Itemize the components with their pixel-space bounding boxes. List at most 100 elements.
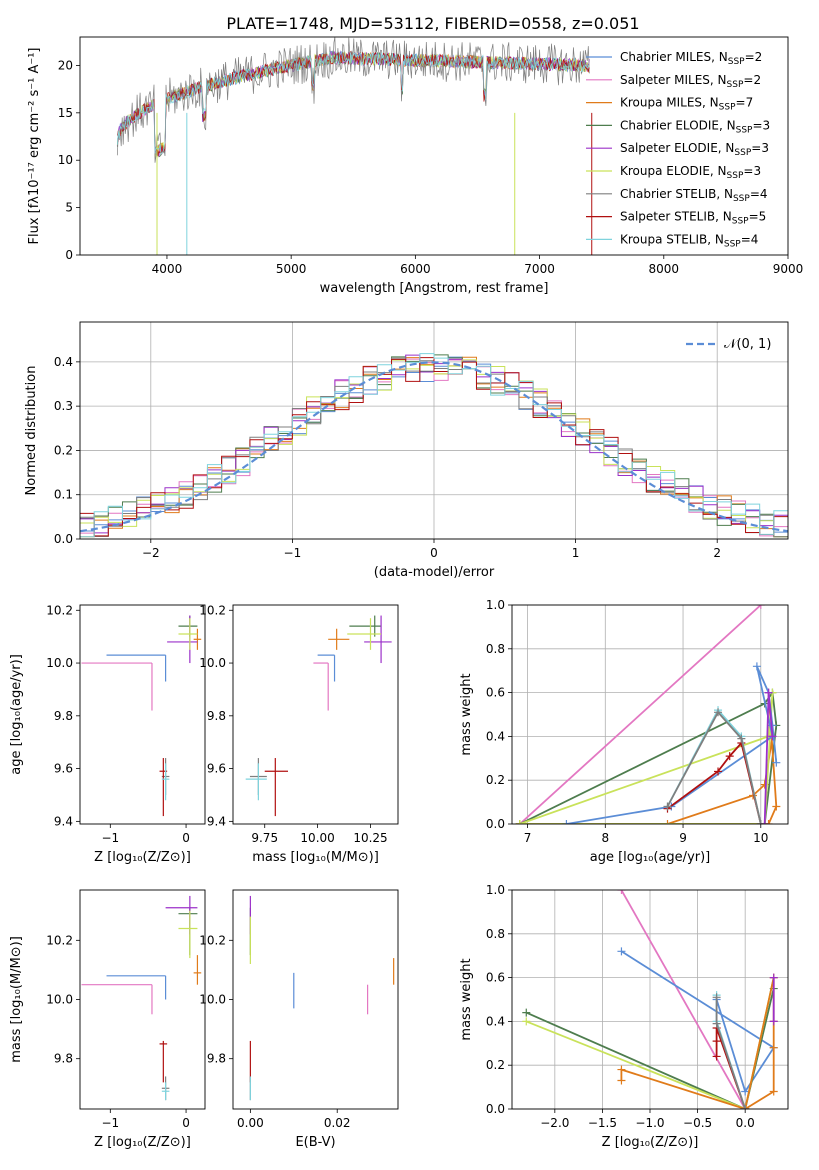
y-tick-label: 0.4 — [54, 355, 73, 369]
x-tick-label: 10.25 — [353, 831, 387, 845]
x-axis-label: mass [log₁₀(M/M⊙)] — [252, 850, 379, 865]
axes-frame — [79, 321, 789, 540]
y-axis-label: mass weight — [459, 958, 474, 1040]
legend-nssp-value: =4 — [741, 232, 759, 246]
marker-chabrier_miles — [741, 1087, 750, 1096]
y-tick-label: 0.2 — [486, 773, 505, 787]
legend-nssp-value: =7 — [736, 96, 754, 110]
y-tick-label: 10.0 — [199, 993, 226, 1007]
legend-entry-kroupa_elodie: Kroupa ELODIE, NSSP=3 — [620, 164, 761, 181]
axes-frame — [232, 604, 399, 825]
axes-frame — [232, 889, 399, 1110]
marker-chabrier_miles — [752, 662, 761, 671]
legend-nssp-value: =3 — [751, 141, 769, 155]
plot-area — [515, 605, 781, 824]
x-tick-label: 9 — [679, 831, 687, 845]
weight-line-chabrier_miles — [620, 950, 775, 1094]
x-tick-label: −2 — [142, 546, 160, 560]
y-axis-label: age [log₁₀(age/yr)] — [9, 654, 24, 775]
legend-nssp-value: =3 — [743, 164, 761, 178]
legend-entry-salpeter_miles: Salpeter MILES, NSSP=2 — [620, 73, 761, 90]
y-axis-label: mass [log₁₀(M/M⊙)] — [9, 936, 24, 1063]
y-tick-label: 9.4 — [54, 814, 73, 828]
plot-area — [249, 895, 395, 1101]
marker-chabrier_stelib — [714, 708, 723, 717]
axes-frame — [79, 889, 206, 1110]
marker-chabrier_stelib — [756, 820, 765, 824]
x-tick-label: 7000 — [524, 262, 555, 276]
x-axis-label: Z [log₁₀(Z/Z⊙)] — [602, 1135, 699, 1150]
panel-mass_weight_vs_Z: −2.0 −1.5 −1.0 −0.5 0.0 0.0 0.2 0.4 0.6 0.8 1.0 Z [… — [459, 883, 789, 1150]
y-tick-label: 1.0 — [486, 883, 505, 897]
marker-chabrier_stelib — [737, 734, 746, 743]
x-tick-label: −1 — [101, 831, 119, 845]
legend-subscript: SSP — [734, 148, 751, 158]
plot-area — [81, 895, 202, 1101]
legend-entry-chabrier_miles: Chabrier MILES, NSSP=2 — [620, 50, 762, 67]
y-tick-label: 0.4 — [486, 1014, 505, 1028]
y-axis-label: mass weight — [459, 673, 474, 755]
y-tick-label: 9.8 — [54, 1052, 73, 1066]
y-tick-label: 9.8 — [207, 709, 226, 723]
x-axis-label: wavelength [Angstrom, rest frame] — [320, 281, 549, 296]
legend-subscript: SSP — [736, 125, 753, 135]
x-axis-label: E(B-V) — [295, 1135, 335, 1150]
x-tick-label: 1 — [572, 546, 580, 560]
marker-chabrier_stelib — [663, 802, 672, 811]
y-tick-label: 0.0 — [54, 532, 73, 546]
marker-salpeter_elodie — [768, 732, 777, 741]
x-tick-label: 9000 — [773, 262, 804, 276]
axes-frame — [79, 604, 206, 825]
x-tick-label: 0.00 — [237, 1116, 264, 1130]
x-axis-label: age [log₁₀(age/yr)] — [590, 850, 711, 865]
y-tick-label: 0.8 — [486, 927, 505, 941]
x-axis-label: Z [log₁₀(Z/Z⊙)] — [94, 850, 191, 865]
x-axis-label: Z [log₁₀(Z/Z⊙)] — [94, 1135, 191, 1150]
panel-mass_vs_Z: −1 0 9.8 10.0 10.2 Z [log₁₀(Z/Z⊙)] mass [log₁₀… — [9, 889, 206, 1150]
y-tick-label: 20 — [58, 58, 73, 72]
x-tick-label: 0 — [430, 546, 438, 560]
marker-salpeter_miles — [756, 605, 765, 609]
plot-area — [245, 615, 392, 817]
x-tick-label: 4000 — [152, 262, 183, 276]
marker-salpeter_stelib — [712, 1037, 721, 1046]
series-line-salpeter_miles — [117, 51, 590, 155]
axes-frame — [511, 889, 789, 1110]
panel-mass_vs_ebv: 0.00 0.02 9.8 10.0 10.2 E(B-V) — [199, 889, 399, 1150]
legend-subscript: SSP — [732, 217, 749, 227]
weight-line-salpeter_miles — [519, 605, 762, 824]
x-tick-label: −1 — [284, 546, 302, 560]
y-tick-label: 0.6 — [486, 971, 505, 985]
marker-kroupa_miles — [617, 1076, 626, 1085]
legend-entry-kroupa_miles: Kroupa MILES, NSSP=7 — [620, 96, 753, 113]
x-tick-label: 5000 — [276, 262, 307, 276]
marker-salpeter_elodie — [760, 820, 769, 824]
x-tick-label: 10 — [753, 831, 768, 845]
marker-kroupa_elodie — [515, 820, 524, 824]
x-tick-label: −1.5 — [588, 1116, 617, 1130]
x-tick-label: −1 — [101, 1116, 119, 1130]
marker-salpeter_miles — [617, 890, 626, 894]
weight-line-chabrier_elodie — [525, 988, 775, 1109]
legend-entry-salpeter_elodie: Salpeter ELODIE, NSSP=3 — [620, 141, 769, 158]
y-tick-label: 0.4 — [486, 729, 505, 743]
legend-nssp-value: =3 — [752, 118, 770, 132]
x-tick-label: −0.5 — [683, 1116, 712, 1130]
legend-entry-gaussian: 𝒩(0, 1) — [724, 337, 771, 352]
marker-chabrier_miles — [617, 947, 626, 956]
x-tick-label: 10.00 — [300, 831, 334, 845]
y-tick-label: 10.2 — [46, 933, 73, 947]
y-tick-label: 10.0 — [46, 993, 73, 1007]
legend-subscript: SSP — [719, 103, 736, 113]
histogram-kroupa_stelib — [80, 353, 788, 538]
y-tick-label: 9.6 — [54, 762, 73, 776]
y-tick-label: 1.0 — [486, 598, 505, 612]
legend-entry-salpeter_stelib: Salpeter STELIB, NSSP=5 — [620, 210, 766, 227]
panel-mass_weight_vs_age: 7 8 9 10 0.0 0.2 0.4 0.6 0.8 1.0 age [log₁₀(age/yr… — [459, 598, 789, 865]
y-tick-label: 10.0 — [199, 656, 226, 670]
marker-chabrier_stelib — [712, 1019, 721, 1028]
y-tick-label: 0.6 — [486, 686, 505, 700]
axes-frame — [511, 604, 789, 825]
x-tick-label: 0 — [182, 1116, 190, 1130]
